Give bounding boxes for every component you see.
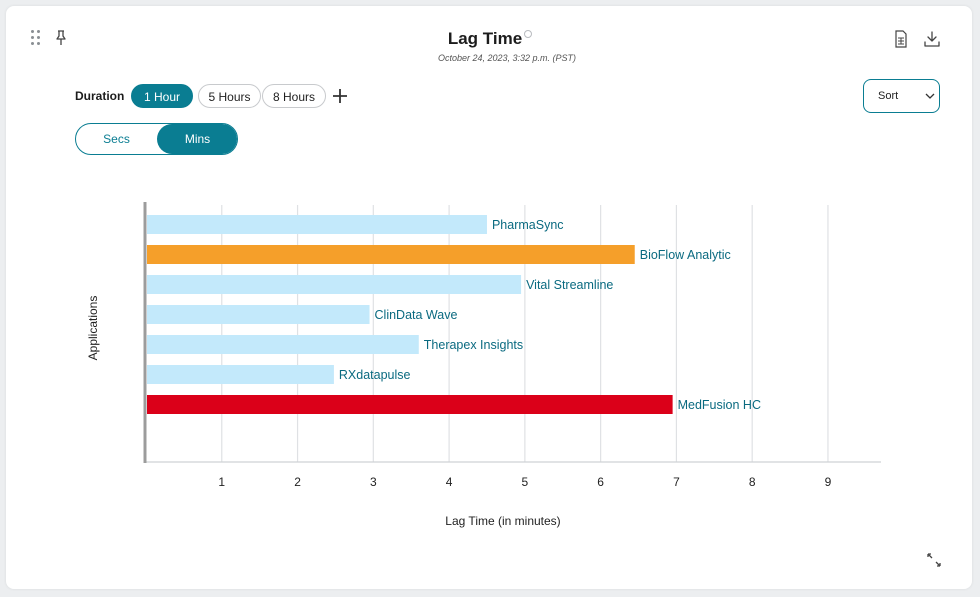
sort-dropdown[interactable]: Sort (863, 79, 940, 113)
download-icon[interactable] (923, 30, 941, 48)
pin-icon[interactable] (54, 30, 68, 46)
drag-handle-icon[interactable] (31, 30, 43, 46)
duration-label: Duration (75, 89, 125, 103)
sort-label: Sort (878, 90, 899, 102)
unit-option-mins[interactable]: Mins (157, 124, 237, 154)
duration-option-1-hour[interactable]: 1 Hour (131, 84, 193, 108)
info-icon[interactable] (524, 30, 533, 38)
add-duration-icon[interactable] (331, 87, 349, 105)
duration-option-5-hours[interactable]: 5 Hours (198, 84, 261, 108)
duration-option-8-hours[interactable]: 8 Hours (262, 84, 326, 108)
chart-timestamp: October 24, 2023, 3:32 p.m. (PST) (437, 53, 577, 63)
chart-title: Lag Time (0, 29, 980, 49)
title-text: Lag Time (447, 29, 523, 48)
unit-option-secs[interactable]: Secs (103, 132, 130, 146)
expand-icon[interactable] (926, 552, 942, 568)
chevron-down-icon (925, 93, 935, 99)
csv-file-icon[interactable] (893, 30, 909, 48)
unit-toggle[interactable]: Secs Mins (75, 123, 238, 155)
